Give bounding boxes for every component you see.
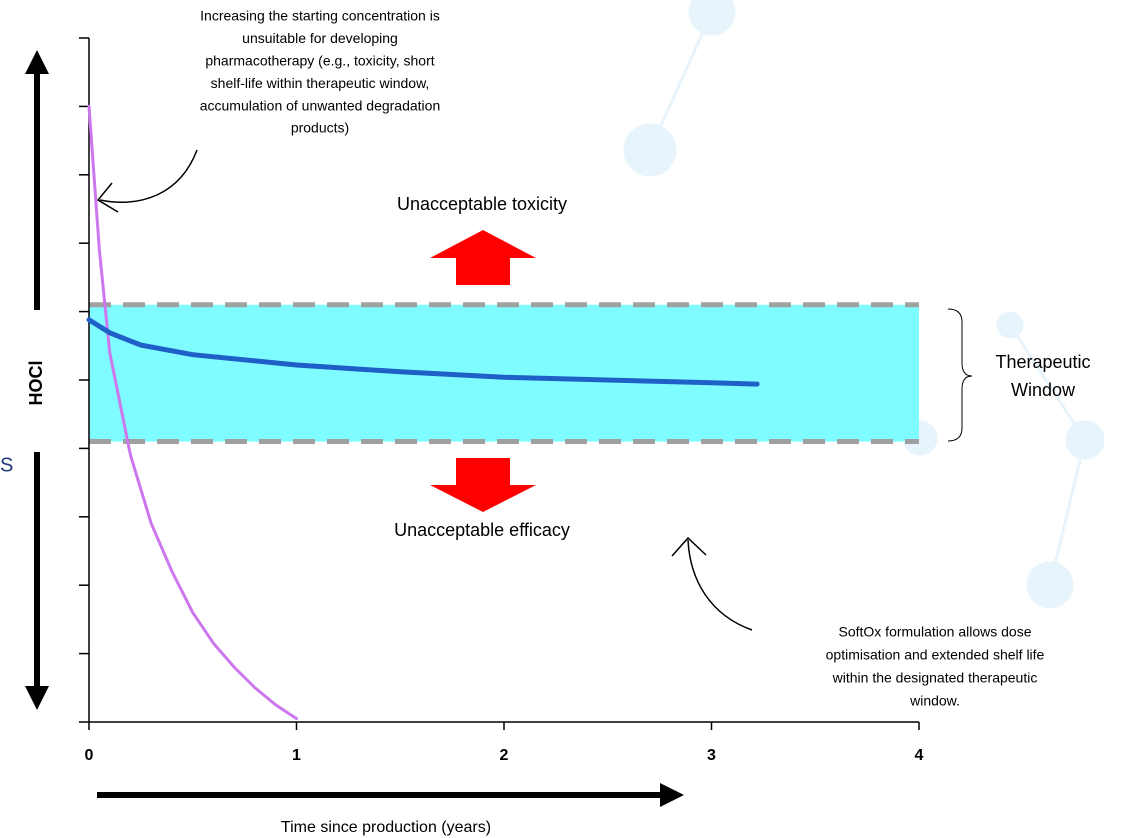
efficacy-arrow bbox=[430, 458, 536, 512]
top-note-line: pharmacotherapy (e.g., toxicity, short bbox=[205, 53, 434, 69]
efficacy-label: Unacceptable efficacy bbox=[394, 520, 570, 540]
top-note-line: shelf-life within therapeutic window, bbox=[211, 75, 430, 91]
top-note-line: products) bbox=[291, 120, 349, 136]
x-tick-label: 1 bbox=[292, 747, 301, 764]
curved-arrow bbox=[100, 150, 197, 202]
background-decoration bbox=[625, 0, 1103, 607]
curved-arrow bbox=[688, 540, 752, 630]
toxicity-label: Unacceptable toxicity bbox=[397, 194, 567, 214]
bottom-note-line: within the designated therapeutic bbox=[832, 670, 1038, 686]
x-tick-label: 4 bbox=[915, 747, 924, 764]
page: {"chart_data": { "type": "line", "x_labe… bbox=[0, 0, 1137, 838]
x-tick-label: 0 bbox=[85, 747, 94, 764]
bracket bbox=[948, 309, 972, 441]
x-tick-label: 2 bbox=[500, 747, 509, 764]
window-line: Therapeutic bbox=[995, 352, 1090, 372]
y-axis-label: HOCl bbox=[26, 361, 46, 406]
window-line: Window bbox=[1011, 380, 1076, 400]
bottom-note-line: SoftOx formulation allows dose bbox=[839, 624, 1032, 640]
arrow-head bbox=[98, 183, 118, 212]
x-tick-label: 3 bbox=[707, 747, 716, 764]
chart: Time since production (years) HOCl S Una… bbox=[0, 0, 1137, 838]
top-note-line: Increasing the starting concentration is bbox=[200, 8, 440, 24]
toxicity-arrow bbox=[430, 230, 536, 285]
therapeutic-band bbox=[89, 305, 919, 442]
top-note-line: accumulation of unwanted degradation bbox=[200, 97, 441, 113]
top-note-line: unsuitable for developing bbox=[242, 30, 398, 46]
bottom-note-line: optimisation and extended shelf life bbox=[826, 647, 1045, 663]
bottom-note-line: window. bbox=[909, 693, 960, 709]
edge-letter: S bbox=[0, 454, 13, 476]
x-axis-label: Time since production (years) bbox=[281, 819, 491, 836]
